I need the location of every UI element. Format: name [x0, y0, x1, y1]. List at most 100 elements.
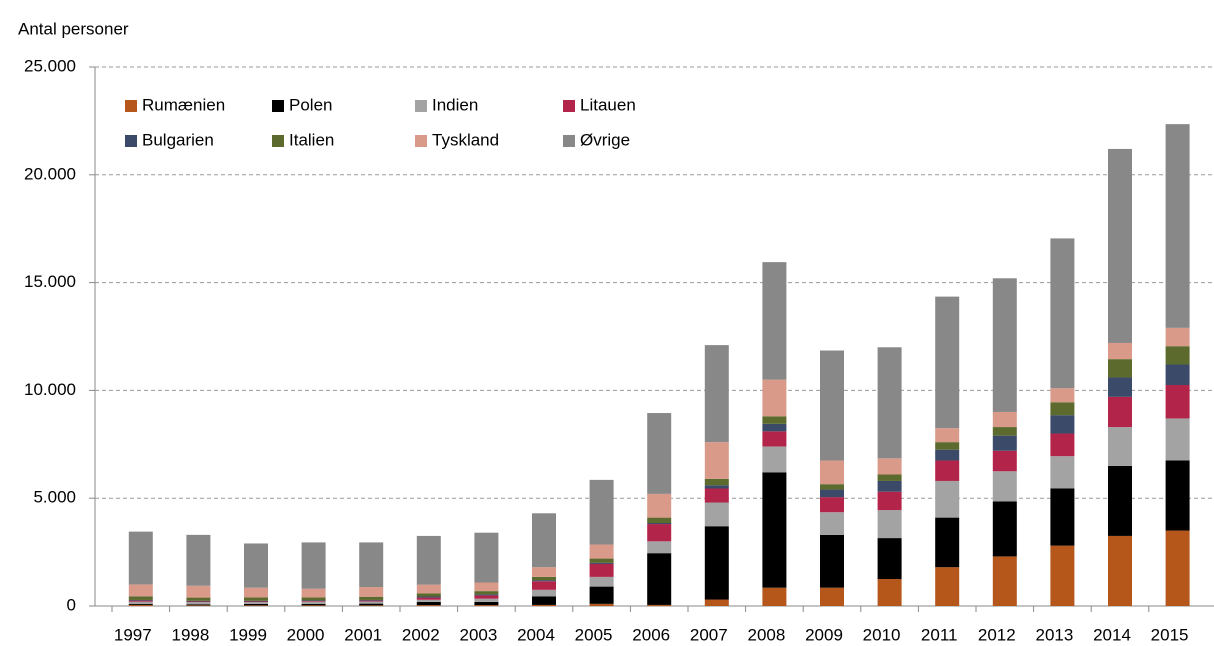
bar-segment: [820, 460, 844, 485]
bar-segment: [474, 582, 499, 592]
bar-segment: [474, 591, 499, 595]
bar-segment: [820, 489, 844, 498]
x-tick-label: 2007: [690, 625, 728, 644]
legend-label: Rumænien: [142, 95, 225, 114]
bar-segment: [1165, 530, 1190, 606]
bar-segment: [1050, 415, 1075, 434]
bar-segment: [1108, 342, 1132, 360]
legend-swatch: [563, 135, 575, 147]
bar-segment: [186, 534, 211, 586]
bar-segment: [416, 584, 441, 594]
bar-segment: [820, 587, 844, 606]
bar-segment: [359, 601, 384, 604]
bar-segment: [820, 497, 844, 513]
bar-segment: [474, 598, 499, 602]
bar-segment: [647, 553, 672, 605]
bar-segment: [589, 586, 614, 604]
bar-segment: [359, 542, 384, 588]
bar-segment: [1050, 402, 1075, 416]
x-tick-label: 2010: [863, 625, 901, 644]
bar-segment: [128, 604, 153, 606]
x-tick-label: 2000: [287, 625, 325, 644]
bar-segment: [474, 595, 499, 599]
bar-segment: [704, 478, 729, 486]
x-tick-label: 2006: [632, 625, 670, 644]
bar-segment: [359, 587, 384, 597]
bar-segment: [301, 588, 326, 598]
bar-segment: [532, 589, 556, 597]
bar-segment: [416, 597, 441, 600]
legend-swatch: [272, 135, 284, 147]
legend-label: Tyskland: [432, 130, 499, 149]
x-tick-label: 2012: [978, 625, 1016, 644]
legend-label: Bulgarien: [142, 130, 214, 149]
bar-segment: [704, 442, 729, 479]
bar-segment: [992, 471, 1017, 502]
bar-segment: [1050, 456, 1075, 489]
bar-segment: [877, 491, 902, 511]
x-tick-label: 2003: [459, 625, 497, 644]
bar-segment: [244, 602, 268, 604]
bar-segment: [992, 278, 1017, 412]
bar-segment: [359, 605, 384, 606]
bar-segment: [935, 442, 960, 450]
y-tick-label: 15.000: [24, 272, 76, 291]
bar-segment: [359, 596, 384, 600]
bar-segment: [820, 534, 844, 588]
bar-segment: [877, 474, 902, 481]
legend-label: Litauen: [580, 95, 636, 114]
bar-segment: [877, 458, 902, 475]
legend-swatch: [125, 100, 137, 112]
bar-segment: [301, 600, 326, 602]
bar-segment: [532, 596, 556, 605]
bar-segment: [589, 562, 614, 564]
y-axis-label: Antal personer: [18, 19, 129, 38]
bar-segment: [704, 526, 729, 600]
bar-segment: [416, 593, 441, 597]
bar-segment: [820, 350, 844, 461]
legend-label: Italien: [289, 130, 334, 149]
bar-segment: [704, 502, 729, 527]
bar-segment: [244, 597, 268, 601]
x-tick-label: 1999: [229, 625, 267, 644]
bar-segment: [704, 345, 729, 443]
bar-segment: [935, 567, 960, 606]
bar-segment: [301, 542, 326, 589]
bar-segment: [532, 576, 556, 581]
bar-segment: [186, 585, 211, 598]
bar-segment: [301, 605, 326, 606]
bar-segment: [762, 416, 787, 424]
bar-segment: [762, 431, 787, 447]
bar-segment: [647, 604, 672, 606]
bar-segment: [1165, 327, 1190, 347]
legend-label: Øvrige: [580, 130, 630, 149]
bar-segment: [1165, 124, 1190, 328]
bar-segment: [877, 480, 902, 492]
legend-swatch: [125, 135, 137, 147]
bar-segment: [992, 427, 1017, 436]
bar-segment: [762, 262, 787, 380]
bar-segment: [935, 480, 960, 518]
bar-segment: [647, 541, 672, 554]
bar-segment: [301, 601, 326, 604]
bar-segment: [820, 512, 844, 535]
legend-swatch: [563, 100, 575, 112]
bar-segment: [1165, 364, 1190, 386]
bar-segment: [1108, 427, 1132, 466]
legend-swatch: [415, 100, 427, 112]
bar-segment: [935, 460, 960, 481]
bar-segment: [589, 479, 614, 545]
bar-segment: [128, 603, 153, 605]
x-tick-label: 2005: [575, 625, 613, 644]
bar-segment: [820, 484, 844, 490]
bar-segment: [877, 510, 902, 539]
bar-segment: [244, 600, 268, 602]
x-tick-label: 2008: [747, 625, 785, 644]
bar-segment: [992, 501, 1017, 557]
bar-segment: [1108, 396, 1132, 428]
bar-segment: [1050, 488, 1075, 546]
bar-segment: [474, 605, 499, 606]
bar-segment: [416, 605, 441, 606]
bar-segment: [992, 435, 1017, 451]
